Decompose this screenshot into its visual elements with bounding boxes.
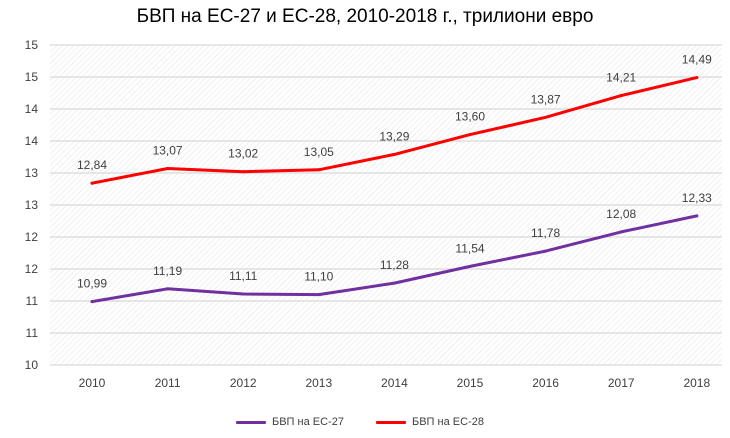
- data-point: [166, 167, 170, 171]
- data-label: 11,19: [153, 264, 182, 278]
- data-point: [392, 281, 396, 285]
- data-point: [468, 133, 472, 137]
- data-point: [90, 300, 94, 304]
- data-label: 13,60: [455, 110, 485, 124]
- chart-title: БВП на ЕС-27 и ЕС-28, 2010-2018 г., трил…: [136, 6, 594, 27]
- data-label: 11,28: [380, 258, 409, 272]
- data-point: [166, 287, 170, 291]
- y-tick-label: 15: [25, 38, 39, 52]
- x-tick-label: 2013: [305, 376, 332, 390]
- series-lines: [90, 76, 699, 304]
- data-point: [695, 214, 699, 218]
- data-label: 12,33: [682, 191, 712, 205]
- data-label: 10,99: [77, 277, 107, 291]
- data-label: 13,29: [379, 129, 409, 143]
- data-label: 12,08: [606, 207, 636, 221]
- data-point: [468, 264, 472, 268]
- y-tick-label: 13: [25, 166, 39, 180]
- data-point: [241, 292, 245, 296]
- data-label: 11,11: [229, 269, 258, 283]
- data-point: [695, 76, 699, 80]
- y-tick-label: 12: [25, 262, 39, 276]
- data-point: [90, 181, 94, 185]
- data-label: 14,49: [682, 53, 712, 67]
- data-label: 11,78: [531, 226, 560, 240]
- grid-lines: [50, 44, 722, 366]
- x-tick-label: 2012: [230, 376, 257, 390]
- x-tick-label: 2016: [532, 376, 559, 390]
- y-tick-label: 15: [25, 70, 39, 84]
- data-point: [619, 94, 623, 98]
- x-tick-label: 2010: [79, 376, 106, 390]
- data-point: [619, 230, 623, 234]
- x-axis-ticks: 2010 2011 2012 2013 2014 2015 2016 2017 2018: [79, 376, 711, 390]
- legend-item-eu28: БВП на ЕС-28: [376, 416, 484, 428]
- data-point: [544, 115, 548, 119]
- data-label: 13,05: [304, 145, 334, 159]
- data-label: 13,87: [531, 92, 561, 106]
- data-label: 11,10: [304, 270, 333, 284]
- data-point: [317, 293, 321, 297]
- x-tick-label: 2014: [381, 376, 408, 390]
- data-label: 13,02: [228, 147, 258, 161]
- x-tick-label: 2018: [683, 376, 710, 390]
- x-tick-label: 2015: [457, 376, 484, 390]
- y-tick-label: 14: [25, 102, 39, 116]
- y-tick-label: 11: [26, 294, 39, 308]
- data-label: 12,84: [77, 158, 107, 172]
- data-point: [392, 152, 396, 156]
- y-tick-label: 11: [26, 326, 39, 340]
- x-tick-label: 2011: [155, 376, 181, 390]
- data-label: 13,07: [153, 144, 183, 158]
- data-labels: 10,99 11,19 11,11 11,10 11,28 11,54 11,78 12,08…: [77, 53, 712, 291]
- data-point: [544, 249, 548, 253]
- legend-label-eu28: БВП на ЕС-28: [412, 416, 484, 428]
- legend-swatch-eu27: [236, 420, 266, 424]
- y-tick-label: 13: [25, 198, 39, 212]
- y-tick-label: 12: [25, 230, 39, 244]
- y-tick-label: 10: [25, 358, 39, 372]
- y-axis-ticks: 10 11 11 12 12 13 13 14 14 15 15: [25, 38, 39, 372]
- data-label: 14,21: [606, 71, 636, 85]
- data-point: [241, 170, 245, 174]
- y-tick-label: 14: [25, 134, 39, 148]
- x-tick-label: 2017: [608, 376, 635, 390]
- legend-item-eu27: БВП на ЕС-27: [236, 416, 344, 428]
- legend-label-eu27: БВП на ЕС-27: [272, 416, 344, 428]
- data-point: [317, 168, 321, 172]
- legend-swatch-eu28: [376, 420, 406, 424]
- data-label: 11,54: [455, 241, 484, 255]
